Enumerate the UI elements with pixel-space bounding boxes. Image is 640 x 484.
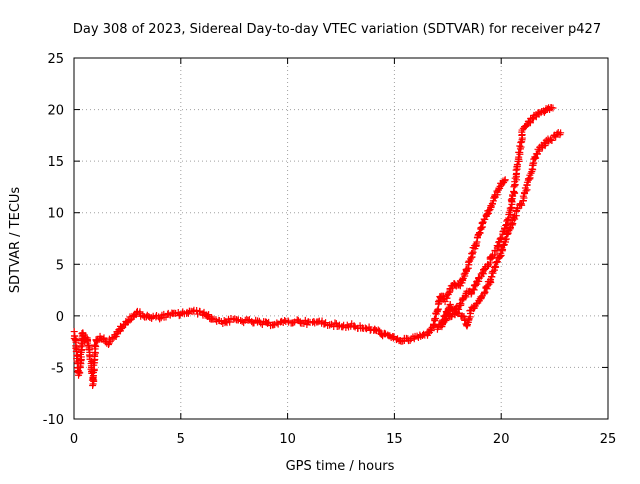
data-point bbox=[331, 319, 339, 327]
data-point bbox=[226, 318, 234, 326]
data-point bbox=[374, 326, 382, 334]
data-point bbox=[499, 246, 507, 254]
data-point bbox=[483, 282, 491, 290]
data-point bbox=[495, 253, 503, 261]
x-tick-label: 10 bbox=[279, 432, 296, 447]
data-point bbox=[532, 154, 540, 162]
data-point bbox=[457, 300, 465, 308]
x-tick-label: 15 bbox=[386, 432, 403, 447]
data-point bbox=[156, 315, 164, 323]
y-tick-label: 15 bbox=[47, 155, 64, 170]
plot-frame bbox=[73, 57, 609, 420]
data-point bbox=[91, 341, 99, 349]
data-point bbox=[506, 204, 514, 212]
data-point bbox=[511, 174, 519, 182]
data-point bbox=[493, 242, 501, 250]
data-point bbox=[289, 319, 297, 327]
data-point bbox=[314, 318, 322, 326]
data-point bbox=[501, 176, 509, 184]
data-point bbox=[468, 250, 476, 258]
data-point bbox=[445, 288, 453, 296]
y-tick-label: -10 bbox=[43, 413, 64, 428]
data-point bbox=[460, 313, 468, 321]
y-tick-label: 5 bbox=[56, 258, 64, 273]
data-point bbox=[497, 251, 505, 259]
data-point bbox=[557, 129, 565, 137]
y-tick-label: 20 bbox=[47, 104, 64, 119]
data-point bbox=[471, 282, 479, 290]
chart-title: Day 308 of 2023, Sidereal Day-to-day VTE… bbox=[73, 22, 601, 37]
x-tick-label: 25 bbox=[600, 432, 617, 447]
x-axis-label: GPS time / hours bbox=[286, 459, 395, 474]
data-point bbox=[513, 161, 521, 169]
data-point bbox=[205, 311, 213, 319]
data-point bbox=[491, 262, 499, 270]
data-point bbox=[516, 142, 524, 150]
data-point bbox=[435, 297, 443, 305]
data-point bbox=[238, 317, 246, 325]
data-points-layer bbox=[70, 104, 565, 389]
data-point bbox=[244, 316, 252, 324]
y-tick-label: -5 bbox=[51, 361, 64, 376]
ticks-layer: 0 5 10 15 20 25 -10 -5 0 5 10 15 20 25 bbox=[43, 52, 617, 447]
data-point bbox=[518, 201, 526, 209]
data-point bbox=[511, 189, 519, 197]
data-point bbox=[514, 205, 522, 213]
grid-layer bbox=[74, 58, 608, 419]
data-point bbox=[504, 216, 512, 224]
data-point bbox=[117, 325, 125, 333]
y-tick-label: 0 bbox=[56, 310, 64, 325]
data-point bbox=[443, 294, 451, 302]
data-point bbox=[522, 122, 530, 130]
x-tick-label: 20 bbox=[493, 432, 510, 447]
y-axis-label: SDTVAR / TECUs bbox=[8, 187, 23, 294]
data-point bbox=[112, 332, 120, 340]
y-tick-label: 25 bbox=[47, 52, 64, 67]
data-point bbox=[94, 336, 102, 344]
data-point bbox=[497, 234, 505, 242]
data-point bbox=[438, 320, 446, 328]
data-point bbox=[527, 169, 535, 177]
data-point bbox=[300, 319, 308, 327]
data-point bbox=[516, 148, 524, 156]
data-point bbox=[485, 207, 493, 215]
data-point bbox=[361, 324, 369, 332]
data-point bbox=[549, 104, 557, 112]
data-point bbox=[548, 136, 556, 144]
data-point bbox=[493, 258, 501, 266]
x-tick-label: 5 bbox=[177, 432, 185, 447]
data-point bbox=[446, 301, 454, 309]
y-tick-label: 10 bbox=[47, 207, 64, 222]
data-point bbox=[100, 334, 108, 342]
data-point bbox=[490, 194, 498, 202]
series-track-b bbox=[438, 104, 557, 331]
series-track-a bbox=[70, 176, 509, 389]
x-tick-label: 0 bbox=[70, 432, 78, 447]
data-point bbox=[189, 308, 197, 316]
data-point bbox=[489, 269, 497, 277]
data-point bbox=[512, 166, 520, 174]
data-point bbox=[546, 136, 554, 144]
data-point bbox=[463, 265, 471, 273]
data-point bbox=[504, 230, 512, 238]
series-track-c bbox=[433, 128, 565, 333]
data-point bbox=[419, 330, 427, 338]
data-point bbox=[273, 319, 281, 327]
data-point bbox=[427, 327, 435, 335]
data-point bbox=[489, 200, 497, 208]
